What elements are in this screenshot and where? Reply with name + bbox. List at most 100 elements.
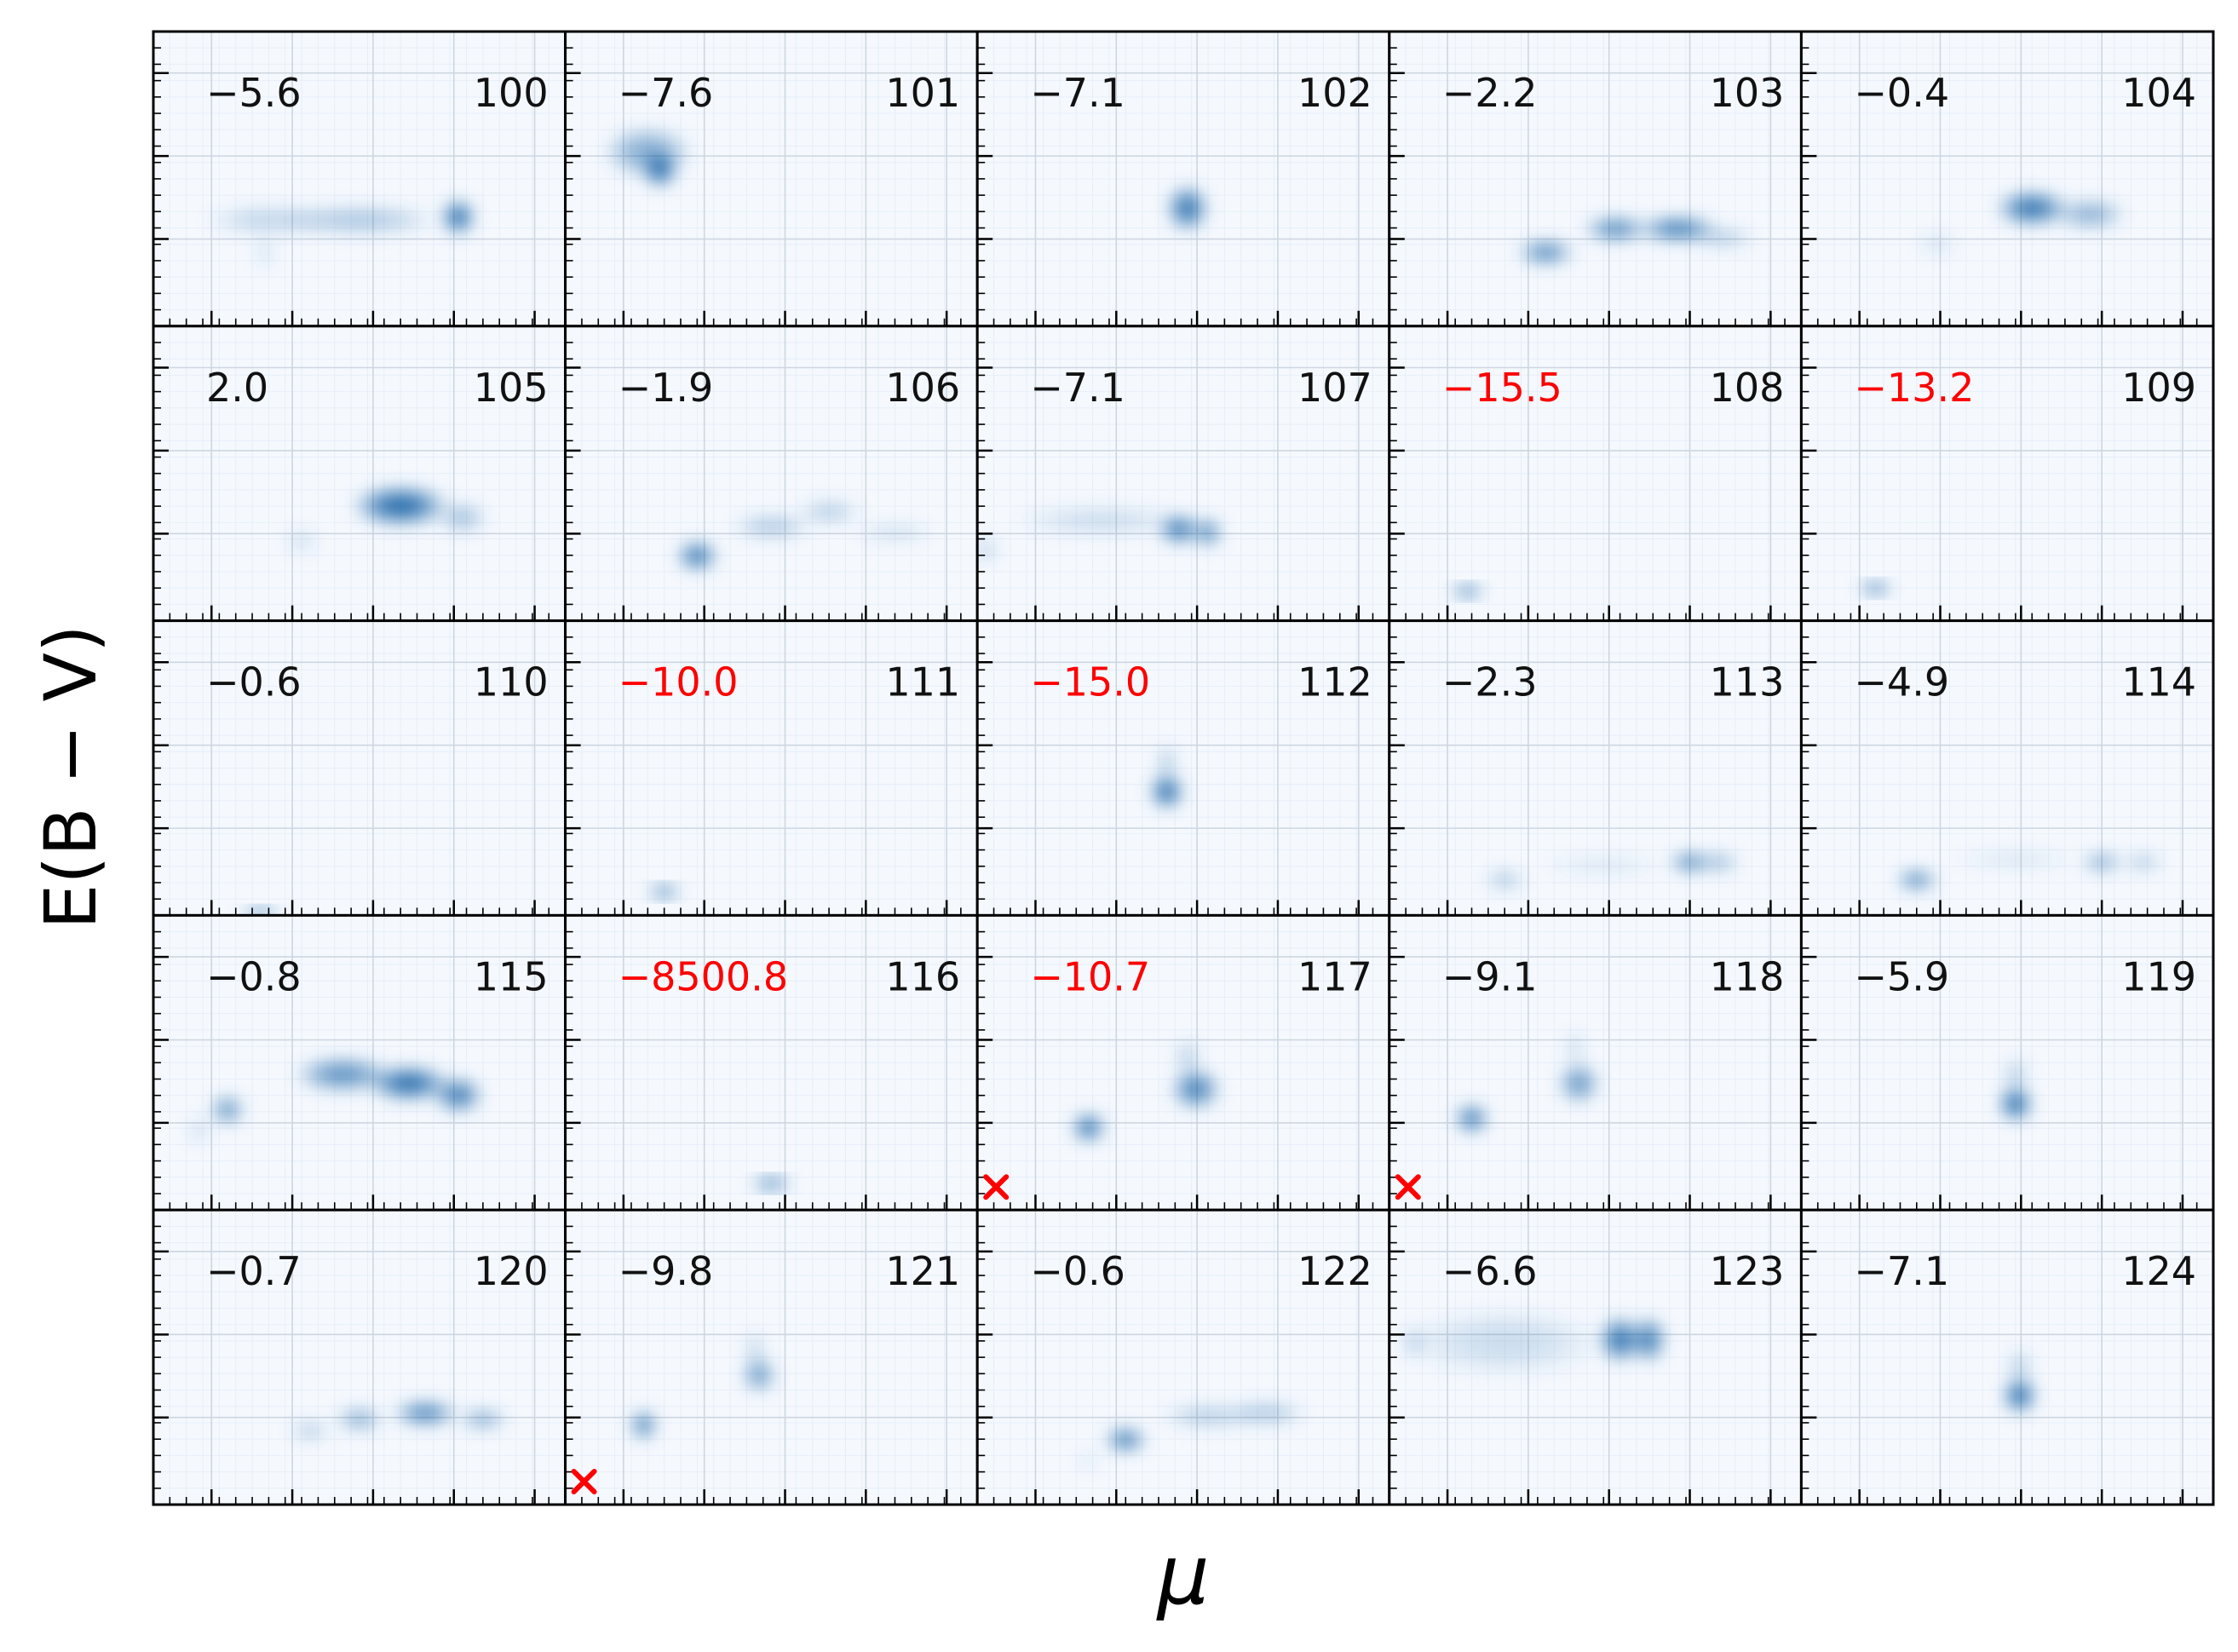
ticks <box>153 930 550 1211</box>
panel-id: 124 <box>2121 1248 2196 1294</box>
density-blob <box>367 1065 451 1102</box>
density-blob <box>1401 1325 1427 1361</box>
density-map <box>1401 1307 1666 1379</box>
panel-id: 101 <box>885 70 960 116</box>
panel-id: 109 <box>2121 365 2196 411</box>
density-blob <box>1516 240 1575 265</box>
density-blob <box>1158 515 1200 544</box>
major-grid <box>1389 325 1802 621</box>
panel-value: −9.1 <box>1442 953 1538 999</box>
panel-value: −13.2 <box>1854 365 1974 411</box>
density-blob <box>1859 582 1892 595</box>
density-blob <box>293 1056 393 1092</box>
panel-value: −0.4 <box>1854 70 1949 116</box>
major-grid <box>977 915 1389 1211</box>
panel-117: −10.7 117 <box>975 913 1391 1212</box>
density-blob <box>746 1330 763 1367</box>
minor-grid <box>153 325 566 621</box>
density-blob <box>1484 871 1526 889</box>
density-blob <box>730 515 813 538</box>
density-blob <box>854 523 936 542</box>
panel-113: −2.3 113 <box>1388 619 1803 917</box>
density-blob <box>1175 1039 1200 1075</box>
density-map <box>190 1056 483 1146</box>
panel-100: −5.6 100 <box>152 30 567 328</box>
marker-stroke <box>571 1469 597 1494</box>
panel-grid: −5.6 100 −7.6 101 −7.1 102 −2.2 103 −0.4 104 2.0 10… <box>152 30 2215 1506</box>
panel-id: 105 <box>474 365 549 411</box>
density-map <box>1516 216 1757 265</box>
marker-x <box>1395 1174 1421 1200</box>
density-map <box>1451 585 1485 597</box>
density-blob <box>2003 1056 2028 1092</box>
density-blob <box>334 1407 384 1431</box>
density-blob <box>1171 1068 1221 1110</box>
density-blob <box>2081 853 2123 872</box>
density-blob <box>256 234 273 271</box>
panel-124: −7.1 124 <box>1799 1208 2215 1506</box>
panel-value: −4.9 <box>1854 659 1949 705</box>
panel-107: −7.1 107 <box>975 325 1391 623</box>
density-blob <box>2007 1348 2033 1384</box>
density-map <box>751 1177 792 1189</box>
density-blob <box>1195 517 1221 548</box>
panel-118: −9.1 118 <box>1388 913 1803 1212</box>
panel-value: −0.6 <box>206 659 302 705</box>
panel-112: −15.0 112 <box>975 619 1391 917</box>
panel-id: 115 <box>474 953 549 999</box>
density-map <box>1150 744 1183 809</box>
panel-id: 107 <box>1297 365 1372 411</box>
density-blob <box>210 1095 245 1125</box>
density-map <box>977 505 1221 562</box>
ticks <box>565 930 962 1211</box>
panel-value: −7.1 <box>1030 70 1125 116</box>
density-blob <box>1010 505 1192 536</box>
density-blob <box>190 1115 207 1146</box>
major-grid <box>977 325 1389 621</box>
density-blob <box>1158 744 1176 780</box>
panel-116: −8500.8 116 <box>564 913 979 1212</box>
panel-101: −7.6 101 <box>564 30 979 328</box>
density-map <box>1080 1401 1308 1470</box>
panel-value: −10.0 <box>618 659 739 705</box>
density-blob <box>1166 184 1209 233</box>
density-blob <box>1583 216 1649 241</box>
panel-115: −0.8 115 <box>152 913 567 1212</box>
minor-grid <box>1801 325 2213 621</box>
minor-grid <box>565 325 978 621</box>
density-blob <box>1916 232 1959 256</box>
marker-x <box>983 1174 1010 1200</box>
major-grid <box>977 620 1389 916</box>
density-blob <box>1669 853 1712 872</box>
panel-id: 120 <box>474 1248 549 1294</box>
density-blob <box>351 485 451 527</box>
panel-114: −4.9 114 <box>1799 619 2215 917</box>
density-blob <box>1401 1307 1608 1379</box>
panel-id: 111 <box>885 659 960 705</box>
density-blob <box>742 1357 776 1393</box>
density-blob <box>392 1401 458 1425</box>
panel-value: −0.6 <box>1030 1248 1125 1294</box>
panel-value: −15.5 <box>1442 365 1562 411</box>
panel-value: −5.9 <box>1854 953 1949 999</box>
density-map <box>203 199 475 271</box>
panel-id: 108 <box>1710 365 1785 411</box>
panel-value: −8500.8 <box>618 953 789 999</box>
panel-id: 103 <box>1710 70 1785 116</box>
density-blob <box>1698 853 1740 872</box>
panel-id: 114 <box>2121 659 2196 705</box>
panel-108: −15.5 108 <box>1388 325 1803 623</box>
density-map <box>2003 1348 2037 1413</box>
density-blob <box>441 199 475 235</box>
density-blob <box>751 1177 792 1189</box>
major-grid <box>977 32 1389 326</box>
major-grid <box>1801 915 2213 1211</box>
density-map <box>1999 1056 2033 1122</box>
density-blob <box>1949 850 2082 869</box>
density-map <box>676 499 936 571</box>
density-map <box>289 1401 508 1440</box>
panel-id: 122 <box>1297 1248 1372 1294</box>
panel-104: −0.4 104 <box>1799 30 2215 328</box>
density-blob <box>1896 871 1937 889</box>
y-axis-label: E(B − V) <box>29 625 112 930</box>
